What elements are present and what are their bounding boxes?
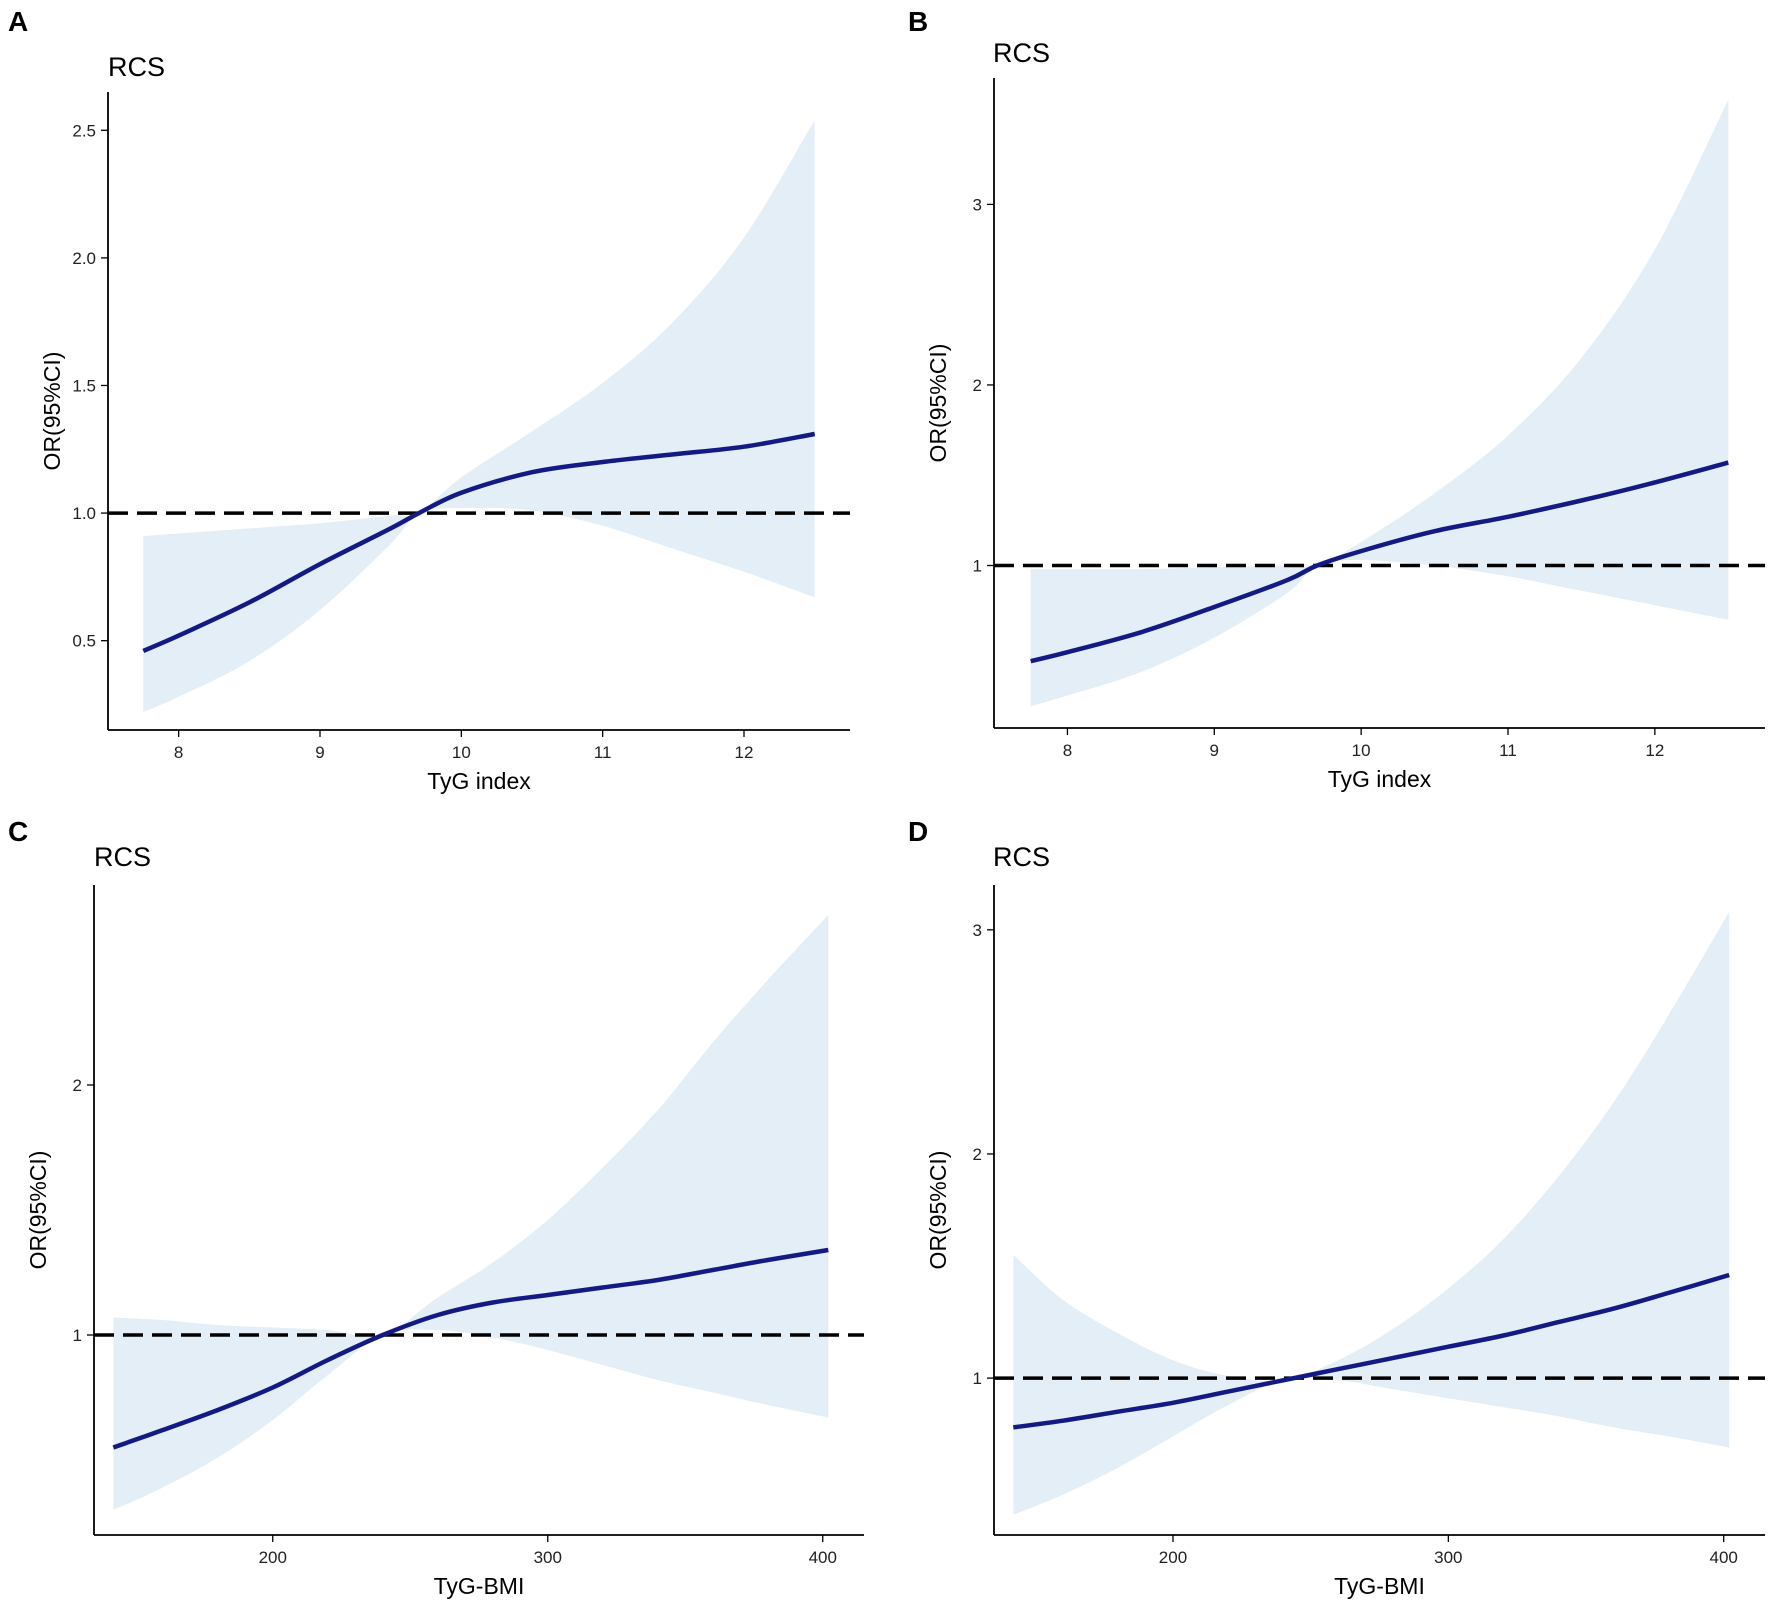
x-axis-title: TyG index — [427, 768, 531, 794]
chart-title: RCS — [993, 842, 1050, 872]
chart-title: RCS — [108, 52, 165, 82]
y-ticks: 1 2 3 — [973, 195, 994, 576]
x-tick-label: 10 — [1352, 741, 1371, 760]
y-tick-label: 2.0 — [72, 249, 96, 268]
panel-a: A RCS 0.5 1.0 1.5 2.0 2.5 8 9 10 11 — [8, 6, 850, 794]
panel-letter: A — [8, 6, 28, 37]
or-curve — [142, 431, 816, 653]
or-curve — [1030, 460, 1729, 664]
x-tick-label: 12 — [1645, 741, 1664, 760]
x-tick-label: 300 — [1434, 1548, 1462, 1567]
panel-letter: C — [8, 816, 28, 847]
y-tick-label: 3 — [973, 195, 982, 214]
chart-title: RCS — [993, 38, 1050, 68]
x-tick-label: 11 — [594, 743, 612, 762]
x-ticks: 8 9 10 11 12 — [174, 730, 754, 762]
x-tick-label: 400 — [809, 1548, 837, 1567]
y-axis-title: OR(95%CI) — [39, 352, 65, 471]
y-tick-label: 2 — [973, 1145, 982, 1164]
x-ticks: 200 300 400 — [259, 1535, 837, 1567]
y-tick-label: 2 — [973, 376, 982, 395]
y-tick-label: 3 — [973, 921, 982, 940]
x-tick-label: 12 — [735, 743, 754, 762]
x-ticks: 8 9 10 11 12 — [1063, 728, 1664, 760]
y-tick-label: 1.5 — [72, 376, 96, 395]
x-tick-label: 11 — [1499, 741, 1517, 760]
or-curve — [112, 1247, 829, 1450]
x-tick-label: 300 — [534, 1548, 562, 1567]
x-axis-title: TyG-BMI — [1334, 1573, 1425, 1599]
panel-b: B RCS 1 2 3 8 9 10 11 12 TyG index OR(9 — [908, 6, 1765, 792]
x-tick-label: 9 — [1210, 741, 1219, 760]
y-tick-label: 2.5 — [72, 121, 96, 140]
y-tick-label: 1 — [973, 557, 982, 576]
or-curve — [1013, 1272, 1730, 1430]
x-tick-label: 200 — [1159, 1548, 1187, 1567]
ci-band — [1030, 99, 1729, 707]
chart-title: RCS — [94, 842, 151, 872]
ci-band — [1013, 911, 1730, 1515]
panel-c: C RCS 1 2 200 300 400 TyG-BMI OR(95%CI) — [8, 816, 864, 1599]
x-ticks: 200 300 400 — [1159, 1535, 1738, 1567]
x-axis-title: TyG index — [1328, 766, 1432, 792]
x-tick-label: 10 — [452, 743, 471, 762]
x-tick-label: 400 — [1710, 1548, 1738, 1567]
y-axis-title: OR(95%CI) — [925, 1151, 951, 1270]
x-axis-title: TyG-BMI — [434, 1573, 525, 1599]
x-tick-label: 8 — [174, 743, 183, 762]
ci-band — [113, 915, 829, 1510]
y-ticks: 1 2 3 — [973, 921, 994, 1388]
y-tick-label: 1.0 — [72, 504, 96, 523]
y-ticks: 1 2 — [73, 1076, 94, 1345]
y-tick-label: 2 — [73, 1076, 82, 1095]
x-tick-label: 9 — [315, 743, 324, 762]
y-tick-label: 1 — [73, 1326, 82, 1345]
y-tick-label: 1 — [973, 1369, 982, 1388]
y-axis-title: OR(95%CI) — [25, 1151, 51, 1270]
panel-letter: B — [908, 6, 928, 37]
y-tick-label: 0.5 — [72, 632, 96, 651]
panel-letter: D — [908, 816, 928, 847]
ci-band — [143, 120, 815, 713]
y-axis-title: OR(95%CI) — [925, 344, 951, 463]
panel-d: D RCS 1 2 3 200 300 400 TyG-BMI OR(95%CI… — [908, 816, 1765, 1599]
y-ticks: 0.5 1.0 1.5 2.0 2.5 — [72, 121, 108, 651]
x-tick-label: 8 — [1063, 741, 1072, 760]
x-tick-label: 200 — [259, 1548, 287, 1567]
